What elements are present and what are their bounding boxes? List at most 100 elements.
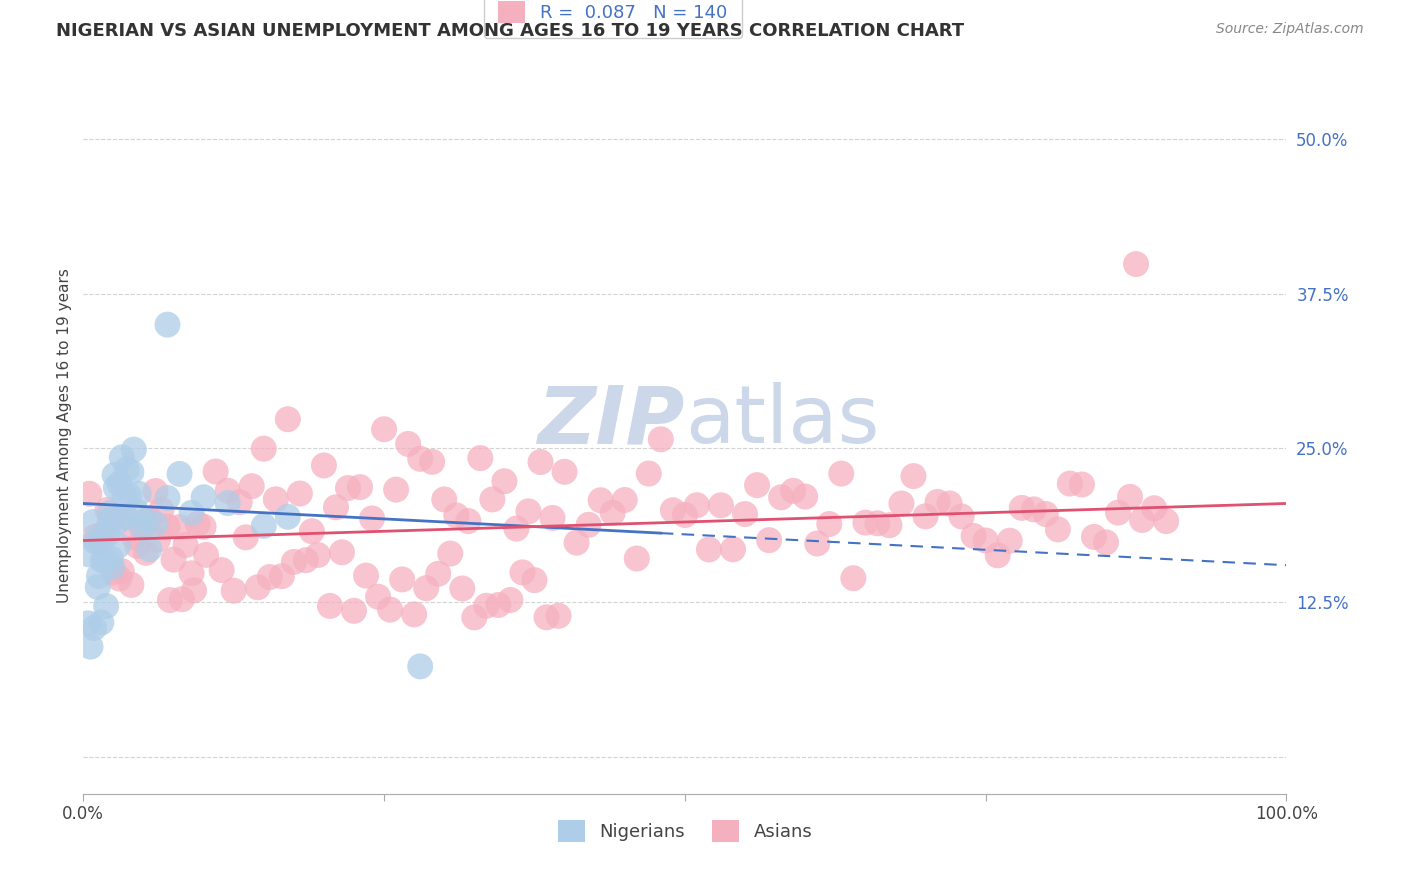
- Point: [253, 442, 276, 456]
- Point: [1059, 476, 1081, 491]
- Point: [1046, 522, 1069, 536]
- Point: [100, 551, 122, 566]
- Point: [998, 533, 1021, 548]
- Point: [122, 530, 145, 544]
- Point: [337, 481, 360, 495]
- Point: [146, 533, 169, 547]
- Point: [150, 502, 173, 516]
- Point: [512, 566, 534, 580]
- Point: [277, 412, 299, 426]
- Point: [259, 570, 281, 584]
- Point: [637, 467, 659, 481]
- Point: [565, 535, 588, 549]
- Point: [523, 573, 546, 587]
- Point: [1154, 514, 1177, 528]
- Point: [103, 566, 125, 580]
- Point: [129, 518, 152, 533]
- Point: [391, 573, 413, 587]
- Point: [169, 467, 191, 481]
- Point: [222, 583, 245, 598]
- Point: [96, 527, 118, 541]
- Point: [378, 602, 401, 616]
- Point: [903, 469, 925, 483]
- Point: [283, 555, 305, 569]
- Point: [193, 520, 215, 534]
- Point: [246, 580, 269, 594]
- Point: [721, 542, 744, 557]
- Point: [180, 506, 202, 520]
- Point: [1143, 501, 1166, 516]
- Point: [228, 495, 250, 509]
- Point: [156, 519, 179, 533]
- Point: [156, 318, 179, 332]
- Point: [547, 608, 569, 623]
- Point: [145, 483, 167, 498]
- Point: [396, 437, 419, 451]
- Point: [108, 572, 131, 586]
- Point: [87, 534, 110, 549]
- Point: [101, 560, 124, 574]
- Point: [1095, 535, 1118, 549]
- Point: [122, 442, 145, 457]
- Point: [463, 610, 485, 624]
- Point: [1130, 513, 1153, 527]
- Point: [169, 520, 191, 534]
- Point: [108, 476, 131, 491]
- Point: [686, 498, 709, 512]
- Point: [457, 514, 479, 528]
- Point: [409, 451, 432, 466]
- Point: [475, 599, 498, 613]
- Point: [174, 538, 197, 552]
- Point: [433, 492, 456, 507]
- Point: [794, 490, 817, 504]
- Point: [866, 516, 889, 531]
- Point: [111, 450, 134, 465]
- Point: [818, 516, 841, 531]
- Point: [499, 593, 522, 607]
- Point: [734, 507, 756, 521]
- Y-axis label: Unemployment Among Ages 16 to 19 years: Unemployment Among Ages 16 to 19 years: [58, 268, 72, 603]
- Point: [987, 549, 1010, 563]
- Point: [135, 514, 157, 528]
- Point: [470, 451, 492, 466]
- Point: [602, 506, 624, 520]
- Point: [132, 519, 155, 533]
- Point: [962, 529, 984, 543]
- Point: [758, 533, 780, 548]
- Point: [103, 467, 125, 482]
- Point: [301, 524, 323, 539]
- Point: [156, 491, 179, 505]
- Point: [103, 510, 125, 524]
- Point: [79, 548, 101, 562]
- Point: [927, 495, 949, 509]
- Point: [125, 504, 148, 518]
- Point: [180, 566, 202, 581]
- Point: [240, 479, 263, 493]
- Point: [82, 515, 104, 529]
- Point: [79, 640, 101, 654]
- Point: [325, 500, 347, 515]
- Point: [79, 487, 101, 501]
- Point: [806, 536, 828, 550]
- Point: [87, 569, 110, 583]
- Point: [354, 568, 377, 582]
- Point: [107, 539, 129, 553]
- Point: [1083, 530, 1105, 544]
- Point: [517, 504, 540, 518]
- Text: NIGERIAN VS ASIAN UNEMPLOYMENT AMONG AGES 16 TO 19 YEARS CORRELATION CHART: NIGERIAN VS ASIAN UNEMPLOYMENT AMONG AGE…: [56, 22, 965, 40]
- Point: [385, 483, 408, 497]
- Point: [1125, 257, 1147, 271]
- Point: [118, 489, 141, 503]
- Point: [187, 516, 209, 531]
- Point: [195, 548, 218, 562]
- Point: [710, 498, 733, 512]
- Point: [373, 422, 395, 436]
- Point: [277, 509, 299, 524]
- Point: [94, 599, 117, 613]
- Point: [494, 475, 516, 489]
- Point: [312, 458, 335, 473]
- Point: [105, 515, 128, 529]
- Point: [505, 522, 527, 536]
- Point: [541, 511, 564, 525]
- Point: [135, 546, 157, 560]
